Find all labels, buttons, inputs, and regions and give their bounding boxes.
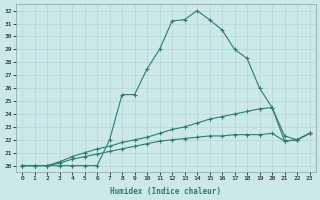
X-axis label: Humidex (Indice chaleur): Humidex (Indice chaleur) [110,187,221,196]
